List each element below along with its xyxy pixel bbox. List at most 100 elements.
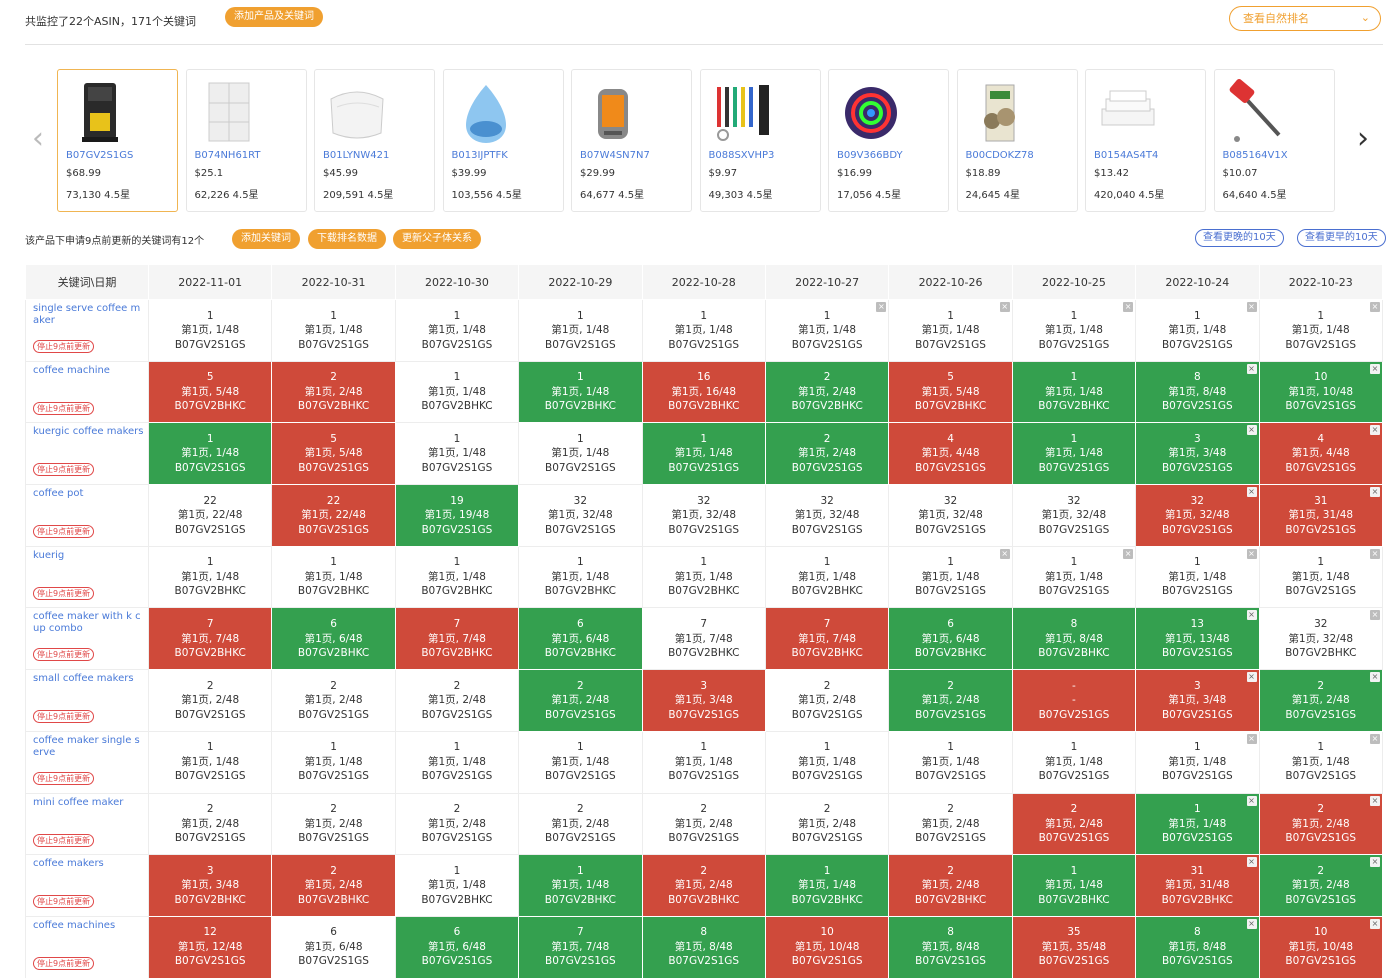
- delete-icon[interactable]: ×: [1123, 548, 1134, 559]
- stop-update-button[interactable]: 停止9点前更新: [33, 710, 95, 724]
- add-keyword-button[interactable]: 添加关键词: [232, 229, 300, 249]
- delete-icon[interactable]: ×: [999, 302, 1010, 312]
- product-asin[interactable]: B0154AS4T4: [1094, 150, 1159, 161]
- delete-icon[interactable]: ×: [1246, 857, 1257, 868]
- product-asin[interactable]: B07W4SN7N7: [580, 150, 650, 161]
- carousel-next-arrow-icon[interactable]: ›: [1357, 121, 1369, 156]
- keyword-link[interactable]: single serve coffee maker: [33, 303, 141, 326]
- rank-value: 1: [453, 371, 461, 384]
- delete-icon[interactable]: ×: [1246, 425, 1257, 436]
- update-parent-child-button[interactable]: 更新父子体关系: [393, 229, 481, 249]
- delete-icon[interactable]: ×: [1370, 363, 1380, 374]
- download-rank-button[interactable]: 下载排名数据: [308, 229, 386, 249]
- delete-icon[interactable]: ×: [1370, 548, 1380, 559]
- keyword-link[interactable]: coffee maker with k cup combo: [33, 611, 141, 635]
- delete-icon[interactable]: ×: [1246, 363, 1257, 374]
- rank-value: 1: [453, 556, 461, 569]
- keyword-link[interactable]: coffee makers: [33, 858, 104, 870]
- rank-cell: 2 第1页, 2/48 B07GV2BHKC: [764, 360, 890, 424]
- product-asin[interactable]: B01LYNW421: [323, 150, 390, 161]
- view-earlier-button[interactable]: 查看更早的10天: [1297, 229, 1386, 247]
- carousel-prev-arrow-icon[interactable]: ‹: [32, 121, 44, 156]
- rank-value: 1: [330, 556, 337, 569]
- rank-value: 2: [1317, 864, 1325, 877]
- delete-icon[interactable]: ×: [1370, 795, 1380, 806]
- keyword-link[interactable]: coffee pot: [33, 488, 84, 500]
- keyword-link[interactable]: kuerig: [33, 549, 65, 561]
- stop-update-button[interactable]: 停止9点前更新: [33, 771, 95, 785]
- delete-icon[interactable]: ×: [1123, 302, 1134, 312]
- product-asin[interactable]: B00CDOKZ78: [965, 150, 1034, 161]
- keyword-link[interactable]: coffee machine: [33, 364, 110, 376]
- rank-asin: B07GV2S1GS: [1038, 708, 1110, 721]
- delete-icon[interactable]: ×: [1370, 672, 1380, 683]
- product-card[interactable]: B00CDOKZ78 $18.89 24,645 4星: [956, 69, 1078, 212]
- rank-asin: B07GV2S1GS: [1161, 955, 1233, 968]
- rank-cell: 2 第1页, 2/48 B07GV2S1GS: [764, 422, 890, 486]
- product-asin[interactable]: B09V366BDY: [837, 150, 903, 161]
- rank-type-select[interactable]: 查看自然排名 ⌄: [1229, 6, 1381, 31]
- rank-page: 第1页, 1/48: [674, 755, 733, 768]
- product-card[interactable]: B013IJPTFK $39.99 103,556 4.5星: [442, 69, 564, 212]
- rank-value: 1: [1193, 309, 1201, 322]
- product-card[interactable]: B0154AS4T4 $13.42 420,040 4.5星: [1085, 69, 1206, 212]
- delete-icon[interactable]: ×: [1370, 733, 1380, 744]
- rank-cell: × 1 第1页, 1/48 B07GV2S1GS: [1135, 792, 1260, 856]
- product-asin[interactable]: B085164V1X: [1222, 150, 1288, 161]
- delete-icon[interactable]: ×: [1246, 487, 1257, 498]
- product-asin[interactable]: B088SXVHP3: [708, 150, 775, 161]
- product-card[interactable]: B07GV2S1GS $68.99 73,130 4.5星: [57, 69, 178, 212]
- delete-icon[interactable]: ×: [1370, 610, 1380, 621]
- delete-icon[interactable]: ×: [1370, 425, 1380, 436]
- product-asin[interactable]: B013IJPTFK: [451, 150, 508, 161]
- keyword-link[interactable]: small coffee makers: [33, 673, 134, 685]
- product-card[interactable]: B088SXVHP3 $9.97 49,303 4.5星: [699, 69, 821, 212]
- delete-icon[interactable]: ×: [1370, 302, 1380, 312]
- product-card[interactable]: B09V366BDY $16.99 17,056 4.5星: [828, 69, 949, 212]
- stop-update-button[interactable]: 停止9点前更新: [33, 833, 95, 847]
- delete-icon[interactable]: ×: [1370, 857, 1380, 868]
- delete-icon[interactable]: ×: [1246, 795, 1257, 806]
- stop-update-button[interactable]: 停止9点前更新: [33, 648, 95, 662]
- stop-update-button[interactable]: 停止9点前更新: [33, 586, 95, 600]
- keyword-link[interactable]: coffee maker single serve: [33, 734, 140, 758]
- keyword-link[interactable]: kuergic coffee makers: [33, 426, 144, 438]
- product-card[interactable]: B085164V1X $10.07 64,640 4.5星: [1213, 69, 1335, 212]
- stop-update-button[interactable]: 停止9点前更新: [33, 401, 95, 415]
- keyword-cell: coffee maker with k cup combo 停止9点前更新: [25, 607, 149, 671]
- keyword-link[interactable]: coffee machines: [33, 919, 116, 931]
- delete-icon[interactable]: ×: [1246, 672, 1257, 683]
- rank-cell: 32 第1页, 32/48 B07GV2S1GS: [641, 484, 766, 547]
- delete-icon[interactable]: ×: [1246, 610, 1257, 621]
- delete-icon[interactable]: ×: [1246, 548, 1257, 559]
- keyword-link[interactable]: mini coffee maker: [33, 796, 124, 808]
- delete-icon[interactable]: ×: [999, 548, 1010, 559]
- rank-value: 8: [947, 926, 954, 939]
- add-product-button[interactable]: 添加产品及关键词: [225, 7, 323, 27]
- delete-icon[interactable]: ×: [1246, 918, 1257, 929]
- rank-asin: B07GV2BHKC: [668, 400, 740, 413]
- delete-icon[interactable]: ×: [1370, 918, 1380, 929]
- stop-update-button[interactable]: 停止9点前更新: [33, 340, 95, 353]
- stop-update-button[interactable]: 停止9点前更新: [33, 463, 95, 477]
- stop-update-button[interactable]: 停止9点前更新: [33, 956, 95, 970]
- product-card[interactable]: B01LYNW421 $45.99 209,591 4.5星: [314, 69, 435, 212]
- mushroom-kit-image: [983, 84, 1015, 142]
- stop-update-button[interactable]: 停止9点前更新: [33, 525, 95, 539]
- rank-cell: × 4 第1页, 4/48 B07GV2S1GS: [1258, 422, 1384, 486]
- delete-icon[interactable]: ×: [876, 302, 887, 312]
- rank-page: 第1页, 5/48: [304, 447, 363, 460]
- product-asin[interactable]: B074NH61RT: [194, 150, 261, 161]
- delete-icon[interactable]: ×: [1246, 302, 1257, 312]
- rank-value: 31: [1190, 864, 1204, 877]
- delete-icon[interactable]: ×: [1370, 487, 1380, 498]
- product-card[interactable]: B074NH61RT $25.1 62,226 4.5星: [185, 69, 307, 212]
- product-card[interactable]: B07W4SN7N7 $29.99 64,677 4.5星: [571, 69, 692, 212]
- rank-value: 5: [206, 371, 214, 384]
- stop-update-button[interactable]: 停止9点前更新: [33, 895, 95, 909]
- product-asin[interactable]: B07GV2S1GS: [66, 150, 134, 161]
- delete-icon[interactable]: ×: [1246, 733, 1257, 744]
- rank-value: 1: [823, 864, 831, 877]
- rank-page: 第1页, 1/48: [921, 755, 980, 768]
- view-later-button[interactable]: 查看更晚的10天: [1195, 229, 1284, 247]
